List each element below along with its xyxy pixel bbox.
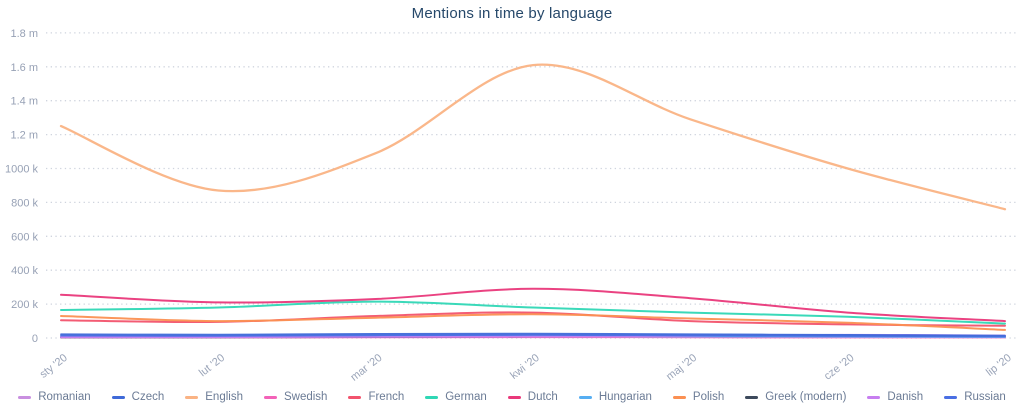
legend-item-russian[interactable]: Russian bbox=[944, 391, 1006, 403]
x-axis-label: sty '20 bbox=[38, 352, 70, 381]
legend-item-german[interactable]: German bbox=[425, 391, 487, 403]
series-line-polish bbox=[60, 313, 1006, 331]
x-axis-label: kwi '20 bbox=[508, 352, 542, 382]
series-line-english bbox=[59, 63, 1007, 211]
legend-label: Polish bbox=[692, 391, 725, 403]
legend-item-czech[interactable]: Czech bbox=[111, 391, 165, 403]
legend-label: Swedish bbox=[283, 391, 328, 403]
x-axis-label: maj '20 bbox=[664, 352, 699, 383]
series-line-czech bbox=[60, 332, 1006, 337]
legend-swatch bbox=[944, 395, 958, 399]
y-axis-label: 200 k bbox=[11, 299, 38, 311]
legend-swatch bbox=[672, 395, 686, 399]
legend-item-danish[interactable]: Danish bbox=[867, 391, 923, 403]
legend-label: French bbox=[368, 391, 405, 403]
legend-label: Hungarian bbox=[598, 391, 652, 403]
series-line-german bbox=[60, 300, 1006, 325]
legend-item-swedish[interactable]: Swedish bbox=[263, 391, 328, 403]
legend-label: Czech bbox=[131, 391, 165, 403]
legend-swatch bbox=[425, 395, 439, 399]
y-axis-label: 800 k bbox=[11, 197, 38, 209]
y-axis-label: 400 k bbox=[11, 265, 38, 277]
y-axis-label: 1.2 m bbox=[10, 130, 38, 142]
y-axis-label: 0 bbox=[32, 333, 38, 345]
legend-label: Greek (modern) bbox=[765, 391, 847, 403]
legend-swatch bbox=[348, 395, 362, 399]
legend-swatch bbox=[18, 395, 32, 399]
legend-label: Danish bbox=[887, 391, 924, 403]
legend-swatch bbox=[111, 395, 125, 399]
y-axis-label: 1.8 m bbox=[10, 28, 38, 40]
legend-label: Russian bbox=[964, 391, 1006, 403]
legend-swatch bbox=[263, 395, 277, 399]
y-axis-label: 1000 k bbox=[5, 164, 39, 176]
chart-legend: Romanian Czech English Swedish French German D… bbox=[0, 391, 1024, 403]
legend-item-english[interactable]: English bbox=[185, 391, 243, 403]
x-axis-label: lut '20 bbox=[197, 352, 227, 379]
legend-item-hungarian[interactable]: Hungarian bbox=[578, 391, 652, 403]
legend-swatch bbox=[185, 395, 199, 399]
legend-item-greek-modern[interactable]: Greek (modern) bbox=[745, 391, 846, 403]
series-line-russian bbox=[60, 333, 1006, 338]
legend-swatch bbox=[507, 395, 521, 399]
legend-swatch bbox=[745, 395, 759, 399]
mentions-line-chart: 1.8 m 1.6 m 1.4 m 1.2 m 1000 k 800 k 600 k 400 … bbox=[5, 28, 1018, 384]
legend-item-french[interactable]: French bbox=[348, 391, 404, 403]
y-axis-label: 1.6 m bbox=[10, 62, 38, 74]
legend-label: English bbox=[205, 391, 243, 403]
legend-label: Dutch bbox=[527, 391, 558, 403]
y-axis-label: 600 k bbox=[11, 231, 38, 243]
x-axis-label: cze '20 bbox=[822, 352, 857, 383]
legend-swatch bbox=[578, 395, 592, 399]
series-line-dutch bbox=[60, 287, 1006, 323]
legend-swatch bbox=[867, 395, 881, 399]
legend-label: German bbox=[445, 391, 487, 403]
legend-item-polish[interactable]: Polish bbox=[672, 391, 725, 403]
legend-label: Romanian bbox=[38, 391, 91, 403]
chart-title: Mentions in time by language bbox=[411, 5, 613, 22]
x-axis-label: mar '20 bbox=[348, 352, 384, 384]
legend-item-romanian[interactable]: Romanian bbox=[18, 391, 91, 403]
y-axis-label: 1.4 m bbox=[10, 96, 38, 108]
x-axis-label: lip '20 bbox=[984, 352, 1014, 379]
legend-item-dutch[interactable]: Dutch bbox=[507, 391, 558, 403]
